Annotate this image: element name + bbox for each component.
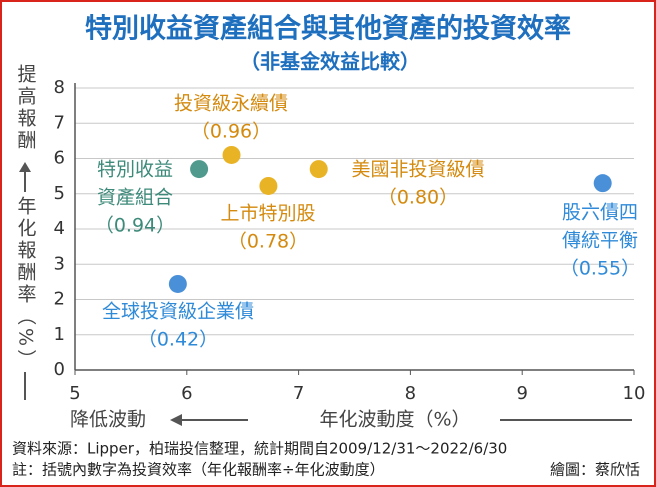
point — [222, 145, 241, 164]
point-label: 傳統平衡 — [562, 230, 638, 252]
x-axis-label: 年化波動度（%） — [319, 409, 470, 431]
point-label: 美國非投資級債 — [351, 159, 484, 181]
x-tick-label: 8 — [405, 383, 416, 404]
point-label: 上市特別股 — [220, 203, 315, 225]
note: 註：括號內數字為投資效率（年化報酬率÷年化波動度） — [12, 461, 385, 479]
point — [259, 176, 278, 195]
point-label: 特別收益 — [97, 159, 173, 181]
y-tick-label: 0 — [54, 359, 65, 380]
y-arrow-head — [19, 162, 31, 172]
x-tick-label: 5 — [69, 383, 80, 404]
efficiency-label: （0.55） — [560, 258, 640, 280]
point — [168, 274, 187, 293]
efficiency-label: （0.96） — [191, 121, 271, 143]
efficiency-label: （0.80） — [378, 187, 458, 209]
chart-subtitle: （非基金效益比較） — [240, 50, 420, 74]
credit: 繪圖：蔡欣恬 — [550, 461, 640, 479]
x-tick-label: 9 — [516, 383, 527, 404]
y-tick-label: 7 — [54, 112, 65, 133]
y-tick-label: 1 — [54, 324, 65, 345]
x-tick-label: 7 — [293, 383, 304, 404]
point-label: 全球投資級企業債 — [102, 301, 254, 323]
point — [190, 160, 209, 179]
efficiency-label: （0.94） — [95, 215, 175, 237]
y-axis-label: 年化報酬率（%） — [15, 196, 37, 371]
y-arrow-label: 提高報酬 — [15, 64, 37, 152]
efficiency-label: （0.78） — [228, 231, 308, 253]
x-arrow-head — [170, 414, 182, 426]
point — [309, 160, 328, 179]
y-tick-label: 5 — [54, 183, 65, 204]
chart-title: 特別收益資產組合與其他資產的投資效率 — [85, 13, 571, 45]
x-tick-label: 10 — [623, 383, 646, 404]
point — [593, 174, 612, 193]
y-tick-label: 6 — [54, 148, 65, 169]
point-label: 資產組合 — [97, 187, 173, 209]
efficiency-label: （0.42） — [138, 329, 218, 351]
point-label: 股六債四 — [562, 202, 638, 224]
y-tick-label: 8 — [54, 77, 65, 98]
x-tick-label: 6 — [181, 383, 192, 404]
x-arrow-label: 降低波動 — [70, 409, 146, 431]
y-tick-label: 4 — [54, 218, 65, 239]
y-tick-label: 2 — [54, 289, 65, 310]
point-label: 投資級永續債 — [174, 93, 288, 115]
note: 資料來源：Lipper，柏瑞投信整理，統計期間自2009/12/31～2022/… — [12, 440, 507, 458]
y-tick-label: 3 — [54, 253, 65, 274]
